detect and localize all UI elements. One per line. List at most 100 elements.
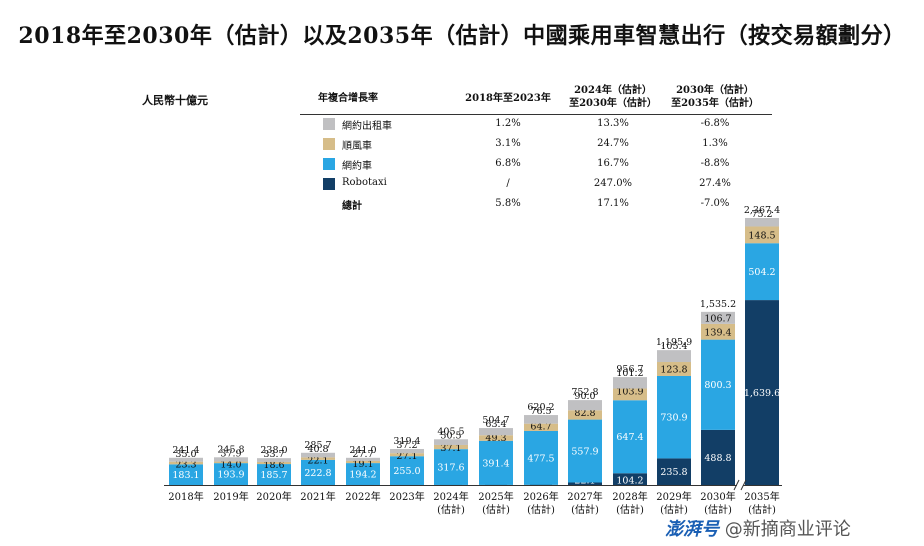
x-tick-label: (估計) (660, 503, 688, 516)
cagr-value: 5.8% (495, 198, 521, 209)
bar-value-label: 255.0 (393, 466, 420, 477)
x-tick-label: 2020年 (256, 490, 291, 503)
x-tick-label: 2018年 (168, 490, 203, 503)
cagr-row: 網約出租車 1.2% 13.3% -6.8% (300, 115, 772, 135)
bar-segment (346, 457, 380, 461)
bar-segment (390, 453, 424, 457)
bar-segment (701, 311, 735, 324)
x-tick-label: (估計) (748, 503, 776, 516)
bar-segment (613, 400, 647, 474)
bar-total-label: 245.8 (217, 444, 244, 455)
bar-value-label: 647.4 (616, 432, 643, 443)
cagr-row: 順風車 3.1% 24.7% 1.3% (300, 135, 772, 155)
x-tick-label: 2025年 (478, 490, 513, 503)
x-tick-label: (估計) (571, 503, 599, 516)
x-tick-label: 2026年 (523, 490, 558, 503)
bar-total-label: 2,367.4 (744, 205, 780, 216)
bar-segment (524, 423, 558, 431)
legend-swatch (323, 118, 335, 130)
cagr-table-header: 年複合增長率 2018年至2023年 2024年（估計） 至2030年（估計） … (300, 84, 772, 115)
bar-segment (169, 457, 203, 462)
cagr-value: 1.2% (495, 118, 521, 129)
bar-value-label: 33.7 (263, 449, 284, 460)
bar-segment (524, 430, 558, 485)
bar-segment (479, 440, 513, 485)
watermark-logo: 澎湃号 (665, 519, 719, 540)
bar-total-label: 1,535.2 (700, 299, 736, 310)
bar-value-label: 49.3 (485, 433, 506, 444)
legend-label: 網約出租車 (342, 121, 392, 132)
bar-segment (257, 464, 291, 485)
cagr-value: 1.3% (702, 138, 728, 149)
bar-total-label: 241.4 (172, 445, 199, 456)
bar-total-label: 285.7 (304, 440, 331, 451)
bar-value-label: 183.1 (172, 470, 199, 481)
bar-value-label: 557.9 (571, 447, 598, 458)
bar-segment (701, 323, 735, 340)
bar-segment (257, 458, 291, 462)
cagr-row: 網約車 6.8% 16.7% -8.8% (300, 155, 772, 175)
bar-segment (613, 377, 647, 389)
cagr-value: -8.8% (700, 158, 730, 169)
bar-value-label: 50.5 (440, 430, 461, 441)
bar-segment (745, 300, 779, 485)
cagr-value: -6.8% (700, 118, 730, 129)
bar-value-label: 63.4 (485, 419, 506, 430)
cagr-value: -7.0% (700, 198, 730, 209)
x-tick-label: (估計) (437, 503, 465, 516)
bar-value-label: 27.1 (396, 451, 417, 462)
legend-swatch (323, 138, 335, 150)
bar-segment (214, 457, 248, 462)
x-tick-label: (估計) (704, 503, 732, 516)
bar-value-label: 22.1 (307, 455, 328, 466)
cagr-value: 16.7% (597, 158, 629, 169)
x-tick-label: 2024年 (433, 490, 468, 503)
chart-title: 2018年至2030年（估計）以及2035年（估計）中國乘用車智慧出行（按交易額… (18, 23, 906, 49)
bar-value-label: 194.2 (349, 470, 376, 481)
bar-value-label: 148.5 (748, 230, 775, 241)
bar-value-label: 222.8 (304, 468, 331, 479)
bar-value-label: 40.8 (307, 444, 328, 455)
bar-value-label: 75.2 (751, 209, 772, 220)
bar-value-label: 391.4 (482, 458, 509, 469)
cagr-value: 27.4% (699, 178, 731, 189)
x-tick-label: (估計) (616, 503, 644, 516)
x-tick-label: 2022年 (345, 490, 380, 503)
bar-segment (214, 461, 248, 464)
watermark: 澎湃号 @新摘商业评论 (665, 515, 851, 541)
watermark-handle: @新摘商业评论 (724, 519, 851, 540)
bar-value-label: 27.7 (352, 449, 373, 460)
bar-value-label: 18.6 (263, 460, 284, 471)
bar-segment (657, 458, 691, 485)
unit-label: 人民幣十億元 (142, 94, 208, 107)
bar-segment (657, 350, 691, 363)
bar-value-label: 64.7 (530, 422, 551, 433)
bar-value-label: 800.3 (704, 380, 731, 391)
bar-segment (701, 339, 735, 430)
bar-value-label: 185.7 (260, 470, 287, 481)
cagr-header-label: 年複合增長率 (318, 93, 378, 104)
bar-segment (301, 459, 335, 485)
bar-total-label: 956.7 (616, 364, 643, 375)
bar-segment (390, 456, 424, 485)
bar-value-label: 477.5 (527, 453, 554, 464)
bar-value-label: 76.5 (530, 406, 551, 417)
bar-value-label: 106.7 (704, 313, 731, 324)
bar-value-label: 19.1 (352, 459, 373, 470)
bar-label-bg (619, 475, 641, 486)
bar-value-label: 90.0 (574, 391, 595, 402)
bar-value-label: 139.4 (704, 327, 731, 338)
bar-value-label: 82.8 (574, 408, 595, 419)
bar-value-label: 14.0 (220, 460, 241, 471)
legend-label: Robotaxi (342, 177, 387, 188)
bar-segment (434, 444, 468, 450)
x-tick-label: 2019年 (213, 490, 248, 503)
bar-value-label: 35.0 (175, 449, 196, 460)
bar-segment (657, 375, 691, 459)
bar-segment (524, 415, 558, 424)
cagr-value: 24.7% (597, 138, 629, 149)
bar-value-label: 1,639.6 (744, 388, 780, 399)
bar-value-label: 105.4 (660, 341, 687, 352)
bar-value-label: 317.6 (437, 463, 464, 474)
